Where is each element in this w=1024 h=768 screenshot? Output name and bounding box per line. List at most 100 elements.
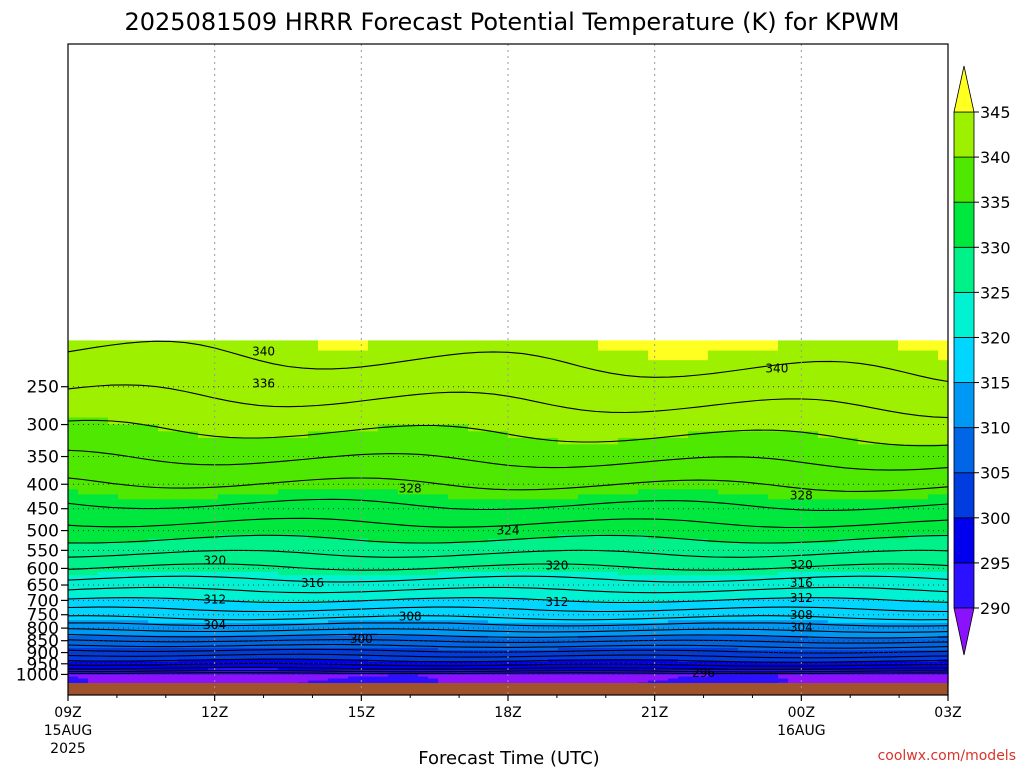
theta-cell [168, 508, 179, 514]
theta-cell [338, 402, 349, 411]
theta-cell [238, 672, 249, 676]
theta-cell [138, 676, 149, 680]
theta-cell [328, 611, 339, 616]
theta-cell [648, 611, 659, 616]
theta-cell [528, 665, 539, 669]
theta-cell [578, 360, 589, 371]
theta-cell [328, 635, 339, 639]
theta-cell [408, 538, 419, 544]
theta-cell [648, 450, 659, 458]
theta-cell [168, 542, 179, 548]
theta-cell [588, 564, 599, 570]
theta-cell [598, 534, 609, 540]
theta-cell [298, 571, 309, 576]
theta-cell [608, 530, 619, 536]
theta-cell [108, 676, 119, 680]
theta-cell [528, 561, 539, 566]
theta-cell [278, 431, 289, 439]
theta-cell [178, 594, 189, 599]
theta-cell [318, 479, 329, 485]
theta-cell [98, 386, 109, 396]
theta-cell [78, 635, 89, 639]
theta-cell [308, 489, 319, 495]
theta-cell [328, 609, 339, 613]
theta-cell [478, 530, 489, 536]
theta-cell [68, 431, 79, 439]
theta-cell [608, 640, 619, 644]
theta-cell [338, 550, 349, 555]
theta-cell [198, 462, 209, 469]
theta-cell [638, 643, 649, 647]
theta-cell [548, 410, 559, 419]
theta-cell [88, 614, 99, 619]
theta-cell [208, 659, 219, 663]
theta-cell [468, 410, 479, 419]
theta-cell [588, 450, 599, 458]
theta-cell [178, 622, 189, 627]
theta-cell [438, 678, 449, 682]
theta-cell [368, 630, 379, 634]
theta-cell [218, 494, 229, 500]
theta-cell [218, 542, 229, 548]
theta-cell [518, 672, 529, 676]
theta-cell [358, 647, 369, 651]
theta-cell [328, 645, 339, 649]
theta-cell [248, 456, 259, 463]
theta-cell [558, 647, 569, 651]
theta-cell [218, 360, 229, 371]
theta-cell [288, 591, 299, 595]
theta-cell [468, 638, 479, 642]
theta-cell [318, 508, 329, 514]
theta-cell [208, 661, 219, 665]
theta-cell [128, 444, 139, 452]
theta-cell [618, 668, 629, 671]
theta-cell [498, 437, 509, 445]
theta-cell [178, 468, 189, 475]
theta-cell [228, 417, 239, 426]
theta-cell [418, 659, 429, 663]
theta-cell [188, 643, 199, 647]
theta-cell [618, 591, 629, 595]
theta-cell [218, 378, 229, 388]
theta-cell [648, 564, 659, 570]
theta-cell [488, 522, 499, 527]
theta-cell [488, 594, 499, 599]
theta-cell [478, 603, 489, 607]
theta-cell [388, 508, 399, 514]
theta-cell [638, 661, 649, 665]
theta-cell [228, 369, 239, 379]
theta-cell [498, 672, 509, 676]
theta-cell [638, 456, 649, 463]
theta-cell [248, 597, 259, 602]
theta-cell [238, 557, 249, 562]
theta-cell [178, 578, 189, 583]
theta-cell [378, 674, 389, 678]
theta-cell [478, 652, 489, 656]
theta-cell [148, 450, 159, 458]
theta-cell [118, 450, 129, 458]
theta-cell [588, 676, 599, 680]
theta-cell [418, 678, 429, 682]
theta-cell [138, 350, 149, 361]
theta-cell [578, 386, 589, 396]
theta-cell [278, 456, 289, 463]
theta-cell [568, 369, 579, 379]
theta-cell [338, 489, 349, 495]
theta-cell [548, 665, 559, 669]
theta-cell [508, 526, 519, 532]
theta-cell [478, 456, 489, 463]
theta-cell [418, 546, 429, 551]
theta-cell [328, 437, 339, 445]
theta-cell [168, 526, 179, 532]
theta-cell [568, 597, 579, 602]
theta-cell [468, 661, 479, 665]
theta-cell [78, 578, 89, 583]
theta-cell [358, 581, 369, 586]
theta-cell [128, 450, 139, 458]
theta-cell [168, 575, 179, 580]
theta-cell [238, 571, 249, 576]
theta-cell [318, 504, 329, 510]
theta-cell [628, 513, 639, 519]
theta-cell [78, 668, 89, 671]
theta-cell [68, 594, 79, 599]
